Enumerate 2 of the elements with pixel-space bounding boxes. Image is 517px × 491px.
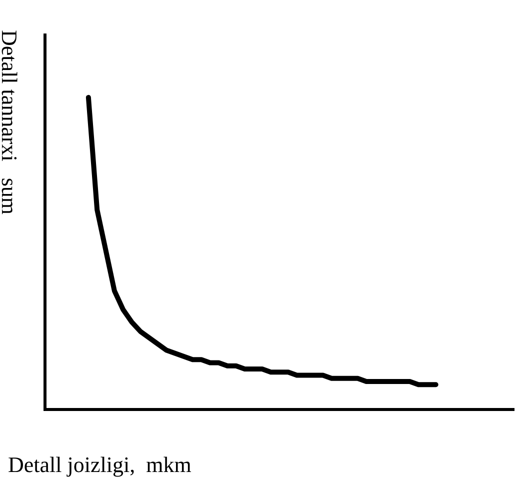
y-axis-title: Detall tannarxi sum: [0, 30, 22, 215]
x-axis-title: Detall joizligi, mkm: [8, 452, 192, 478]
